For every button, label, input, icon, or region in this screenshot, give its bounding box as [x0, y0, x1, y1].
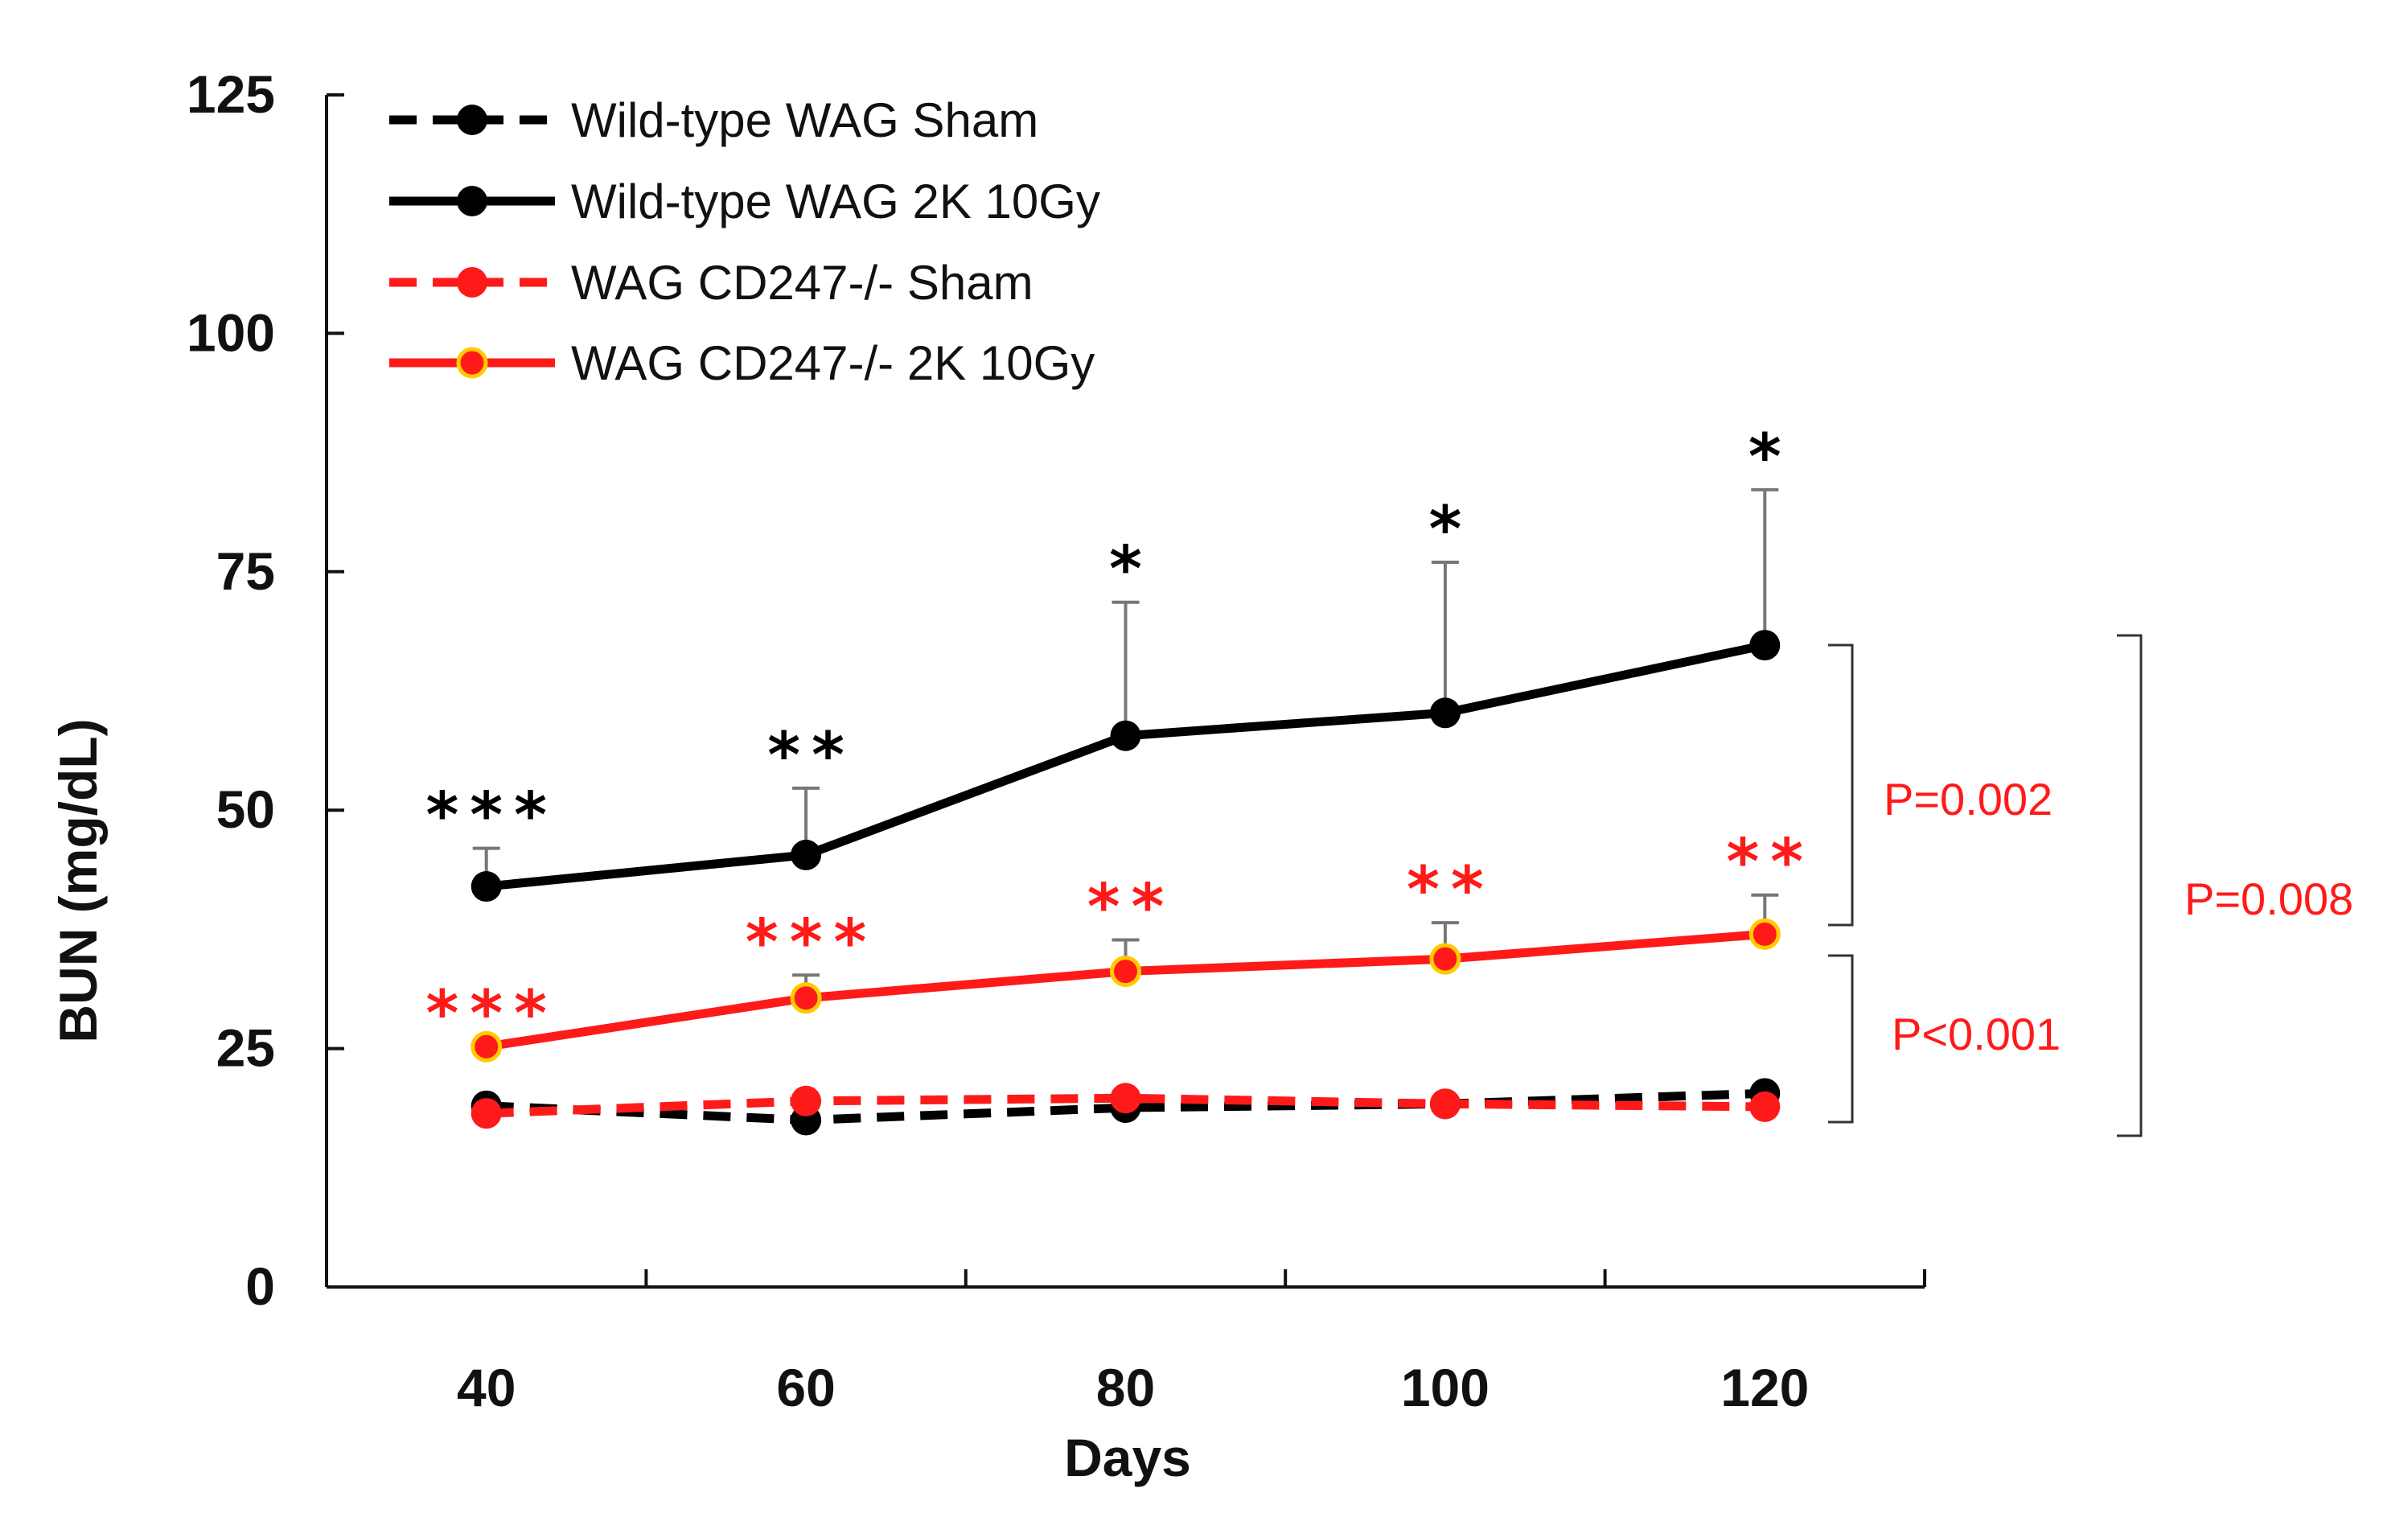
- y-tick-label: 75: [216, 541, 275, 601]
- pvalue-bracket: [1828, 643, 1854, 927]
- y-tick-label: 100: [187, 302, 275, 362]
- data-point: [471, 871, 502, 902]
- pvalue-bracket: [1828, 954, 1854, 1124]
- x-tick-label: 40: [457, 1358, 516, 1417]
- data-point: [791, 839, 822, 870]
- legend-marker: [456, 347, 488, 379]
- y-axis-title: BUN (mg/dL): [48, 718, 108, 1042]
- chart-axes: [325, 95, 1925, 1289]
- pvalue-label: P=0.002: [1884, 774, 2053, 824]
- significance-star-red: **: [1407, 854, 1495, 927]
- significance-star-black: **: [767, 720, 856, 792]
- data-point: [790, 982, 822, 1014]
- significance-star-red: ***: [426, 978, 558, 1050]
- data-point: [1429, 943, 1461, 975]
- significance-star-red: ***: [746, 907, 877, 979]
- legend-marker: [457, 267, 487, 298]
- series-line: [486, 1088, 1765, 1125]
- legend-label: WAG CD247-/- 2K 10Gy: [571, 336, 1095, 390]
- data-point: [1110, 1083, 1141, 1114]
- significance-star-black: *: [1748, 421, 1793, 494]
- significance-star-red: **: [1727, 827, 1815, 899]
- data-point: [471, 1030, 503, 1063]
- legend: Wild-type WAG Sham Wild-type WAG 2K 10Gy W…: [389, 93, 1100, 390]
- legend-label: Wild-type WAG Sham: [571, 93, 1038, 147]
- error-bars: [472, 487, 1779, 998]
- pvalue-label: P=0.008: [2184, 874, 2353, 924]
- x-tick-label: 80: [1096, 1358, 1155, 1417]
- data-point: [1749, 1091, 1781, 1122]
- x-tick-label: 100: [1401, 1358, 1490, 1417]
- pvalue-brackets: P=0.002 P<0.001 P=0.008: [1828, 634, 2353, 1137]
- y-tick-label: 0: [245, 1256, 275, 1316]
- legend-marker: [457, 105, 487, 135]
- legend-label: Wild-type WAG 2K 10Gy: [571, 175, 1100, 228]
- significance-star-red: **: [1087, 871, 1176, 944]
- x-axis-title: Days: [1064, 1428, 1191, 1487]
- data-point: [1110, 956, 1141, 988]
- x-tick-label: 60: [776, 1358, 835, 1417]
- legend-label: WAG CD247-/- Sham: [571, 256, 1033, 310]
- pvalue-bracket: [2117, 634, 2143, 1137]
- pvalue-label: P<0.001: [1892, 1009, 2061, 1059]
- significance-star-black: *: [1429, 494, 1473, 566]
- data-point: [1748, 918, 1781, 950]
- y-tick-label: 125: [187, 64, 275, 124]
- x-tick-label: 120: [1720, 1358, 1809, 1417]
- y-tick-label: 25: [216, 1018, 275, 1078]
- data-point: [791, 1085, 822, 1116]
- y-tick-label: 50: [216, 779, 275, 839]
- y-axis-ticks: 0 25 50 75 100 125: [187, 64, 344, 1316]
- data-point: [471, 1098, 502, 1129]
- series-markers: [471, 630, 1781, 1136]
- significance-star-black: *: [1109, 534, 1153, 606]
- series-line: [486, 1093, 1765, 1118]
- data-point: [1110, 720, 1141, 751]
- legend-marker: [457, 186, 487, 216]
- data-point: [1429, 1088, 1461, 1120]
- x-axis-ticks: 40 60 80 100 120: [457, 1269, 1926, 1417]
- data-point: [1749, 630, 1781, 661]
- data-point: [1429, 697, 1461, 729]
- significance-stars: ************** ** ** **: [426, 421, 1815, 1050]
- significance-star-black: ***: [426, 780, 558, 853]
